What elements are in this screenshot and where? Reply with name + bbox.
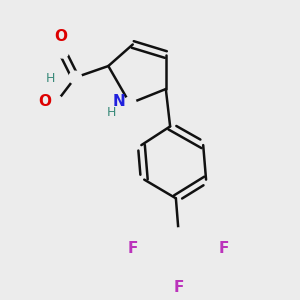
Text: F: F (127, 241, 138, 256)
Text: H: H (107, 106, 116, 118)
Circle shape (172, 228, 185, 241)
Circle shape (50, 96, 63, 108)
Text: F: F (174, 280, 184, 295)
Circle shape (207, 242, 220, 255)
Circle shape (56, 45, 69, 58)
Text: N: N (113, 94, 126, 110)
Text: O: O (38, 94, 51, 110)
Circle shape (136, 242, 149, 255)
Text: H: H (46, 72, 56, 85)
Circle shape (124, 97, 136, 110)
Circle shape (172, 267, 185, 279)
Text: F: F (218, 241, 229, 256)
Circle shape (69, 71, 82, 84)
Text: O: O (54, 29, 68, 44)
